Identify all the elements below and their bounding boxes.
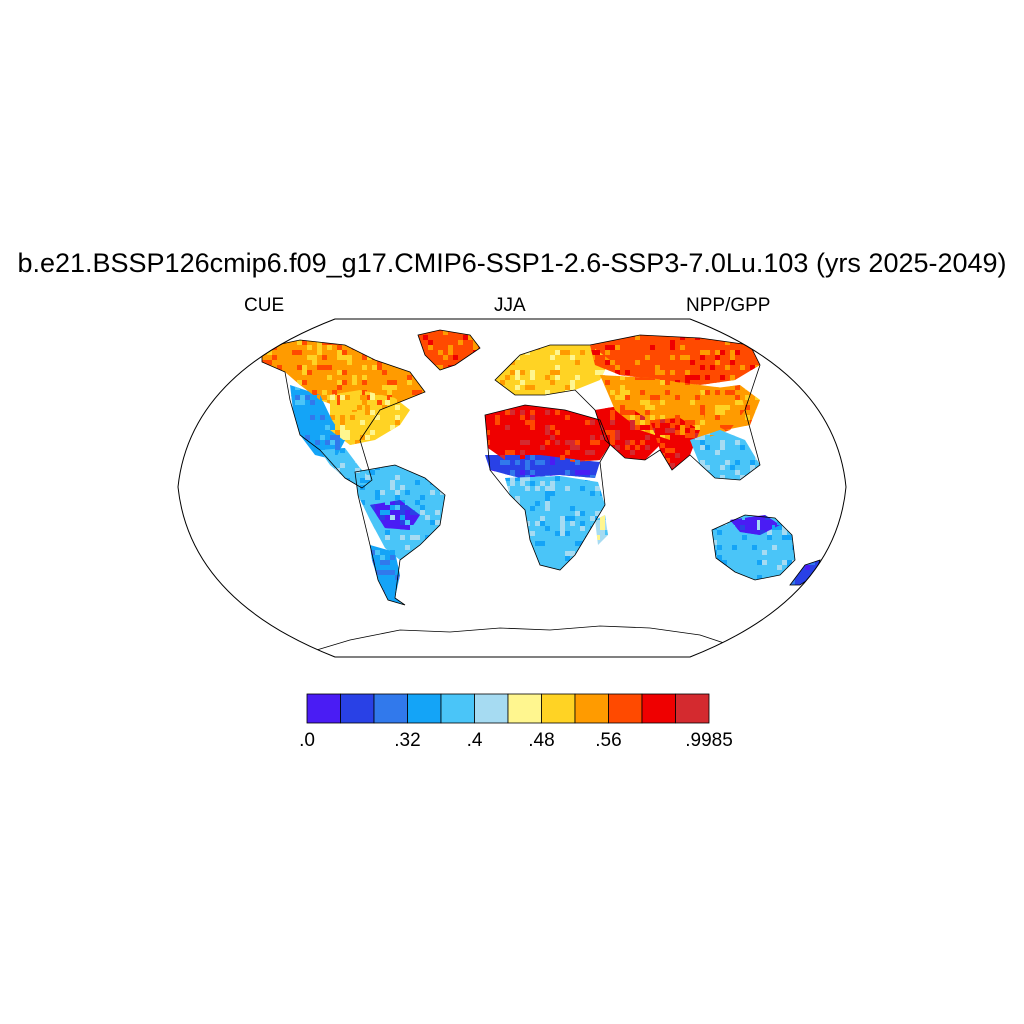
- colorbar-label: .32: [394, 730, 420, 751]
- colorbar-labels: .0 .32 .4 .48 .56 .9985: [299, 730, 733, 751]
- colorbar-label: .9985: [685, 730, 733, 751]
- coastline-0: [261, 339, 426, 489]
- colorbar-label: .4: [467, 730, 483, 751]
- colorbar-box-2: [373, 693, 408, 724]
- coastline-7: [309, 625, 731, 653]
- coastline-3: [484, 404, 611, 571]
- colorbar-label: .48: [528, 730, 554, 751]
- coastline-2: [354, 464, 446, 606]
- colorbar-box-5: [474, 693, 509, 724]
- variable-label: CUE: [244, 295, 285, 316]
- colorbar-box-0: [306, 693, 341, 724]
- region-new-zealand: [790, 560, 820, 585]
- land-colored-field: [262, 330, 820, 605]
- coastline-1: [417, 329, 481, 371]
- colorbar-boxes: [306, 693, 710, 724]
- units-label: NPP/GPP: [686, 295, 771, 316]
- colorbar-box-6: [507, 693, 542, 724]
- colorbar-box-10: [641, 693, 676, 724]
- colorbar-label: .0: [299, 730, 315, 751]
- colorbar-box-4: [440, 693, 475, 724]
- colorbar-box-9: [608, 693, 643, 724]
- coastline-5: [711, 514, 796, 581]
- map-border: [177, 318, 847, 658]
- colorbar-box-11: [675, 693, 710, 724]
- colorbar-box-7: [541, 693, 576, 724]
- colorbar-label: .56: [595, 730, 621, 751]
- coastline-4: [494, 334, 761, 481]
- colorbar-box-8: [574, 693, 609, 724]
- colorbar-box-3: [407, 693, 442, 724]
- colorbar-box-1: [340, 693, 375, 724]
- region-north-america-north: [262, 340, 425, 412]
- figure-title: b.e21.BSSP126cmip6.f09_g17.CMIP6-SSP1-2.…: [17, 248, 1007, 278]
- season-label: JJA: [494, 295, 526, 316]
